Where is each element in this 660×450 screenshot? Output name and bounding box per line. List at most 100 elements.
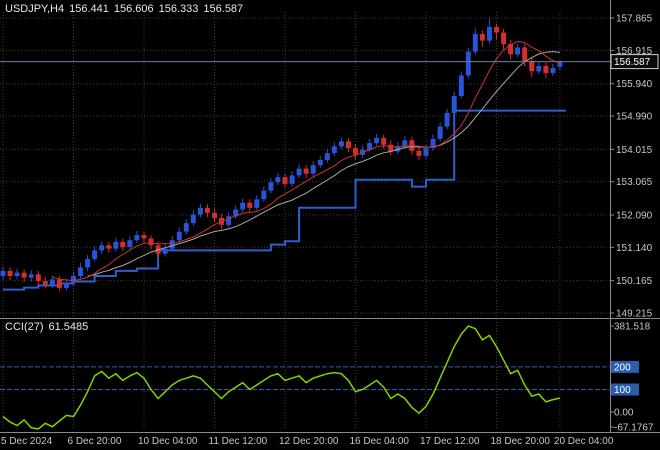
current-price-badge-label: 156.587: [614, 57, 651, 68]
candle-body: [92, 250, 98, 259]
candle-body: [310, 165, 316, 174]
candle-body: [550, 68, 556, 74]
cci-line: [2, 325, 561, 430]
candle-body: [331, 146, 337, 154]
candle-body: [14, 272, 20, 276]
candle-body: [212, 212, 217, 218]
candle-body: [21, 272, 27, 278]
candle-body: [402, 140, 408, 147]
candle-body: [226, 216, 232, 225]
candle-body: [515, 47, 521, 55]
candle-body: [99, 245, 105, 251]
candle-body: [49, 279, 55, 285]
candle-body: [0, 270, 6, 276]
candle-body: [204, 207, 210, 213]
candle-body: [78, 267, 83, 276]
cci-axis-label: -67.1767: [614, 423, 654, 434]
candle-body: [289, 175, 295, 184]
candle-body: [254, 199, 260, 208]
ma-slow-line: [87, 51, 560, 277]
price-axis-label: 154.015: [616, 145, 653, 156]
cci-level-lines: [0, 366, 610, 390]
candle-body: [353, 148, 358, 155]
candle-body: [381, 137, 387, 145]
candle-body: [35, 274, 41, 282]
time-axis[interactable]: 5 Dec 2024 6 Dec 20:00 10 Dec 04:00 11 Dec …: [1, 436, 614, 447]
cci-axis-label: 381.518: [614, 322, 651, 333]
candle-body: [479, 33, 485, 41]
candle-body: [240, 202, 246, 210]
ohlc-open: 156.441: [69, 3, 109, 15]
candle-body: [176, 231, 182, 241]
time-axis-label: 6 Dec 20:00: [68, 436, 122, 447]
candle-body: [197, 207, 203, 215]
candle-body: [465, 51, 471, 76]
cci-axis[interactable]: 381.518 200 100 0.00 -67.1767: [610, 322, 654, 434]
panel-separators: [0, 0, 660, 433]
candle-body: [275, 177, 281, 183]
candle-body: [148, 238, 154, 246]
candle-body: [56, 279, 62, 288]
time-axis-label: 18 Dec 20:00: [491, 436, 551, 447]
candle-body: [458, 75, 464, 96]
time-axis-label: 12 Dec 20:00: [279, 436, 339, 447]
candle-body: [317, 160, 323, 166]
price-axis-label: 150.165: [616, 276, 653, 287]
current-price-badge: [610, 54, 659, 70]
candle-body: [247, 202, 253, 208]
price-axis-label: 149.215: [616, 309, 653, 320]
candle-body: [303, 168, 309, 174]
candle-body: [367, 143, 373, 150]
candle-body: [416, 150, 422, 156]
candle-body: [162, 248, 168, 254]
price-axis-label: 156.915: [616, 46, 653, 57]
time-axis-label: 11 Dec 12:00: [209, 436, 268, 447]
price-axis-label: 157.865: [616, 14, 653, 25]
candle-body: [451, 95, 457, 113]
candle-body: [85, 258, 91, 268]
cci-series: [2, 325, 561, 430]
candle-body: [141, 235, 147, 239]
candle-body: [388, 144, 394, 152]
candle-body: [338, 141, 344, 147]
time-axis-label: 5 Dec 2024: [1, 436, 53, 447]
candle-body: [494, 27, 499, 33]
candlestick-series: [0, 18, 563, 291]
candle-body: [529, 61, 535, 72]
candle-body: [169, 240, 175, 249]
candle-body: [7, 270, 13, 276]
candle-body: [106, 245, 112, 249]
candle-body: [134, 235, 140, 241]
candle-body: [268, 182, 274, 191]
symbol-period-label: USDJPY,H4: [5, 3, 65, 15]
grid: [0, 12, 610, 430]
chart-ohlc-header: USDJPY,H4 156.441 156.606 156.333 156.587: [5, 3, 248, 15]
candle-body: [486, 27, 492, 41]
time-axis-label: 10 Dec 04:00: [138, 436, 198, 447]
candle-body: [508, 44, 514, 55]
candle-body: [543, 65, 549, 74]
candle-body: [296, 168, 302, 176]
cci-level-badge: [611, 383, 639, 396]
ohlc-low: 156.333: [158, 3, 199, 15]
candle-body: [71, 276, 76, 283]
candle-body: [63, 282, 69, 288]
candle-body: [28, 274, 34, 278]
cci-level-badge-label: 200: [614, 362, 631, 373]
price-axis[interactable]: 157.865 156.915 155.940 154.990 154.015 153.0…: [610, 14, 659, 320]
candle-body: [190, 214, 196, 224]
candle-body: [233, 209, 239, 217]
time-axis-label: 16 Dec 04:00: [350, 436, 410, 447]
price-axis-label: 155.940: [616, 79, 653, 90]
price-axis-label: 152.090: [616, 211, 653, 222]
candle-body: [42, 281, 48, 285]
candle-body: [472, 33, 478, 52]
candle-body: [536, 65, 542, 72]
time-axis-label: 20 Dec 04:00: [554, 436, 614, 447]
candle-body: [501, 32, 507, 45]
price-axis-label: 153.065: [616, 177, 653, 188]
indicator-value: 61.5485: [48, 321, 89, 333]
cci-level-badge-label: 100: [614, 385, 631, 396]
